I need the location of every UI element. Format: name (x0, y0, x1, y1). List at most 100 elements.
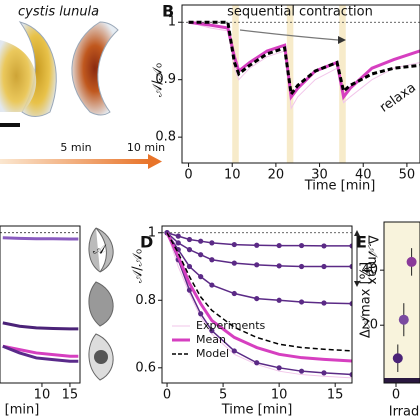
series-marker (209, 257, 215, 263)
axes-frame (0, 225, 81, 384)
series-marker (349, 243, 352, 249)
y-tick-label: 1 (148, 225, 156, 240)
y-tick-label: 0.8 (155, 130, 176, 145)
y-axis-label: 𝒜/𝒜₀ (131, 249, 146, 283)
annotation: relaxa (377, 80, 419, 115)
point (406, 256, 417, 267)
cell-icon (88, 281, 114, 327)
cell-nucleus (94, 350, 108, 364)
series-marker (254, 360, 260, 366)
series-marker (231, 290, 237, 297)
scale-bar (0, 123, 20, 127)
series-marker (186, 247, 193, 253)
series-line (188, 20, 420, 101)
panel-letter: B (162, 2, 174, 21)
panel-letter: E (356, 233, 367, 252)
series-marker (254, 295, 260, 302)
series-line (166, 232, 352, 352)
series-marker (175, 233, 181, 239)
series-marker (298, 242, 305, 249)
arrow (239, 29, 339, 41)
y-tick-label: 1 (168, 15, 176, 30)
series-marker (321, 263, 327, 270)
series-line (166, 232, 352, 379)
series-marker (276, 297, 282, 303)
delta-arrow-head (354, 230, 360, 287)
series-marker (321, 300, 327, 306)
time-label: 10 min (127, 141, 165, 154)
y-axis-label: 𝒜/𝒜₀ (151, 63, 166, 97)
series-line (2, 236, 79, 241)
irradiance-bar (384, 378, 420, 383)
series-line (188, 20, 420, 98)
y-tick-label: 0.9 (155, 72, 176, 87)
x-tick-label: 5 (219, 388, 227, 403)
y-tick-label: 40 (361, 263, 378, 278)
axes-frame (161, 225, 353, 384)
series-line (188, 21, 420, 110)
point (392, 353, 403, 364)
cell-image (71, 21, 119, 116)
time-arrow (0, 159, 150, 164)
series-marker (349, 263, 352, 270)
legend-label: Experiments (196, 319, 266, 332)
y-tick-label: 20 (361, 318, 378, 333)
series-marker (298, 299, 305, 305)
series-line (166, 232, 352, 268)
cell-icon (88, 227, 114, 273)
series-marker (198, 274, 204, 280)
series-marker (254, 262, 260, 268)
x-tick-label: 0 (163, 388, 171, 403)
x-tick-label: 10 (224, 168, 241, 183)
series-marker (276, 365, 282, 371)
x-axis-label: Time [min] (304, 179, 376, 194)
point (398, 314, 409, 325)
x-tick-label: 15 (327, 388, 344, 403)
series-marker (276, 242, 282, 249)
series-line (2, 321, 79, 331)
x-tick-label: 20 (268, 168, 285, 183)
series-marker (298, 263, 305, 270)
x-axis-label: Time [min] (221, 403, 293, 418)
legend-label: Mean (196, 333, 226, 346)
series-line (165, 232, 352, 363)
x-tick-label: 0 (392, 388, 400, 403)
legend-label: Model (196, 347, 229, 360)
stimulus-band (232, 5, 239, 163)
series-marker (198, 311, 204, 317)
axes-frame (383, 221, 420, 384)
panel-letter: D (140, 233, 153, 252)
series-marker (209, 240, 215, 246)
series-marker (349, 371, 352, 378)
series-marker (298, 368, 305, 374)
series-marker (209, 282, 215, 288)
series-marker (254, 242, 260, 248)
x-tick-label: 40 (355, 168, 372, 183)
series-line (2, 344, 79, 358)
series-marker (231, 348, 237, 354)
axes-frame (181, 4, 420, 164)
annotation: sequential contraction (227, 5, 373, 20)
x-tick-label: 30 (311, 168, 328, 183)
y-axis-label: Δ𝒜max [%] (359, 262, 374, 338)
cell-image (18, 21, 57, 117)
y-tick-label: 0.6 (135, 360, 156, 375)
x-tick-label: 50 (399, 168, 416, 183)
x-tick-label: 10 (271, 388, 288, 403)
y-tick-label: 0.8 (135, 293, 156, 308)
series-marker (349, 301, 352, 307)
series-marker (276, 263, 282, 269)
time-arrow-head (148, 154, 162, 169)
series-marker (186, 287, 193, 293)
annotation: 𝒜 (93, 243, 107, 258)
species-name: cystis lunula (18, 5, 99, 20)
x-tick-label: 15 (62, 388, 79, 403)
x-axis-label: Irrad (389, 405, 420, 420)
series-marker (209, 328, 215, 334)
arrow-head (338, 36, 346, 44)
series-marker (198, 238, 204, 244)
x-axis-label: [min] (5, 403, 40, 418)
series-marker (175, 240, 181, 246)
cell-image (0, 40, 37, 112)
